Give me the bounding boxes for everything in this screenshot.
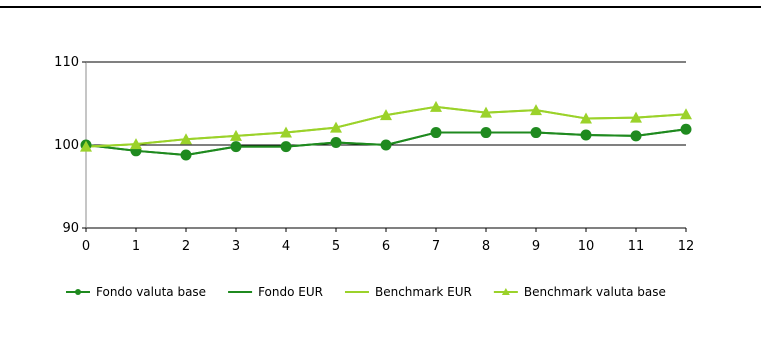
point-s0-11 bbox=[630, 130, 642, 142]
point-s0-2 bbox=[180, 149, 192, 161]
point-s3-10 bbox=[580, 112, 592, 124]
legend-marker-3 bbox=[501, 288, 510, 295]
legend: Fondo valuta base Fondo EUR Benchmark EUR B… bbox=[66, 285, 666, 299]
x-tick-label-12: 12 bbox=[678, 239, 695, 254]
x-tick-label-8: 8 bbox=[482, 239, 490, 254]
point-s3-4 bbox=[280, 126, 292, 138]
point-s3-11 bbox=[630, 111, 642, 123]
point-s0-7 bbox=[430, 127, 442, 139]
x-tick-label-7: 7 bbox=[432, 239, 440, 254]
point-s3-1 bbox=[130, 138, 142, 150]
x-tick-label-10: 10 bbox=[578, 239, 595, 254]
legend-label-2: Benchmark EUR bbox=[375, 285, 472, 299]
point-s3-2 bbox=[180, 133, 192, 145]
point-s3-6 bbox=[380, 109, 392, 121]
point-s0-12 bbox=[680, 123, 692, 135]
point-s3-3 bbox=[230, 129, 242, 141]
series-layer bbox=[80, 100, 692, 161]
point-s3-5 bbox=[330, 121, 342, 133]
legend-marker-0 bbox=[75, 289, 81, 295]
y-tick-label-100: 100 bbox=[54, 138, 79, 153]
point-s3-12 bbox=[680, 108, 692, 120]
legend-label-1: Fondo EUR bbox=[258, 285, 323, 299]
point-s3-0 bbox=[80, 140, 92, 152]
point-s0-5 bbox=[330, 137, 342, 149]
x-tick-label-0: 0 bbox=[82, 239, 90, 254]
point-s0-6 bbox=[380, 139, 392, 151]
top-divider bbox=[0, 6, 761, 8]
x-tick-label-11: 11 bbox=[628, 239, 645, 254]
point-s0-3 bbox=[230, 141, 242, 153]
point-s0-8 bbox=[480, 127, 492, 139]
x-tick-label-1: 1 bbox=[132, 239, 140, 254]
point-s3-7 bbox=[430, 100, 442, 112]
x-tick-label-2: 2 bbox=[182, 239, 190, 254]
legend-label-0: Fondo valuta base bbox=[96, 285, 206, 299]
y-tick-label-110: 110 bbox=[54, 55, 79, 70]
x-tick-label-5: 5 bbox=[332, 239, 340, 254]
point-s0-9 bbox=[530, 127, 542, 139]
x-tick-label-3: 3 bbox=[232, 239, 240, 254]
point-s0-10 bbox=[580, 129, 592, 141]
legend-label-3: Benchmark valuta base bbox=[524, 285, 666, 299]
point-s3-8 bbox=[480, 106, 492, 118]
x-tick-label-9: 9 bbox=[532, 239, 540, 254]
x-tick-label-6: 6 bbox=[382, 239, 390, 254]
point-s3-9 bbox=[530, 104, 542, 116]
x-tick-label-4: 4 bbox=[282, 239, 290, 254]
y-tick-label-90: 90 bbox=[62, 221, 79, 236]
point-s0-4 bbox=[280, 141, 292, 153]
